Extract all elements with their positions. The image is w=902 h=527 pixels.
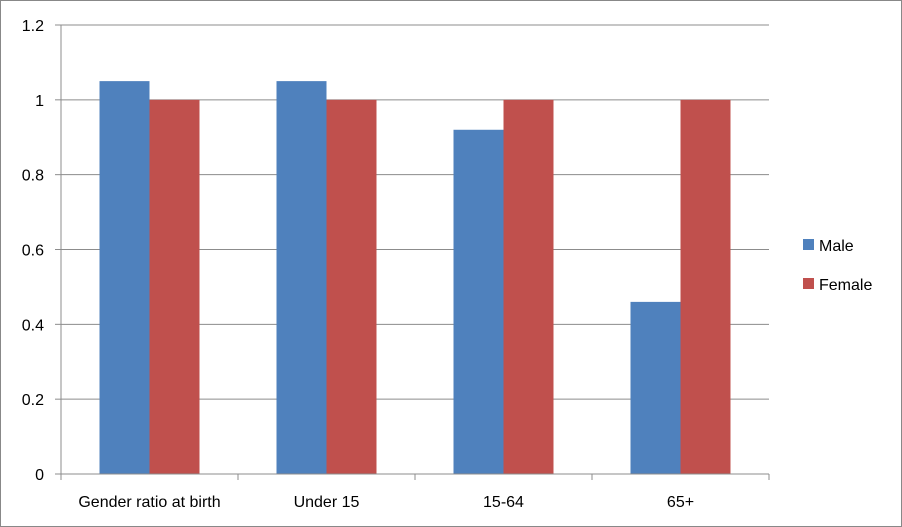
y-tick-label: 0.2: [22, 392, 44, 409]
x-tick-label: 65+: [667, 494, 694, 511]
y-tick-label: 0.4: [22, 317, 44, 334]
y-tick-label: 0.6: [22, 243, 44, 260]
x-tick-label: 15-64: [483, 494, 524, 511]
legend-swatch-male: [803, 239, 814, 250]
x-tick-label: Gender ratio at birth: [78, 494, 220, 511]
y-tick-label: 1.2: [22, 18, 44, 35]
bar-male-1: [276, 81, 327, 474]
bar-female-0: [149, 99, 200, 474]
bar-male-2: [453, 129, 504, 474]
legend-swatch-female: [803, 278, 814, 289]
legend-label-female: Female: [819, 277, 872, 294]
bar-female-1: [326, 99, 377, 474]
axes: 0 0.2 0.4 0.6 0.8 1 1.2 Gender ratio at birth Un…: [22, 18, 770, 511]
bar-female-2: [503, 99, 554, 474]
bar-female-3: [680, 99, 731, 474]
bar-male-0: [99, 81, 150, 474]
y-tick-label: 0: [35, 467, 44, 484]
bars: [99, 81, 731, 474]
legend-label-male: Male: [819, 238, 854, 255]
y-tick-label: 0.8: [22, 168, 44, 185]
legend: Male Female: [803, 238, 872, 294]
y-tick-label: 1: [35, 93, 44, 110]
bar-male-3: [630, 301, 681, 474]
x-tick-label: Under 15: [294, 494, 360, 511]
